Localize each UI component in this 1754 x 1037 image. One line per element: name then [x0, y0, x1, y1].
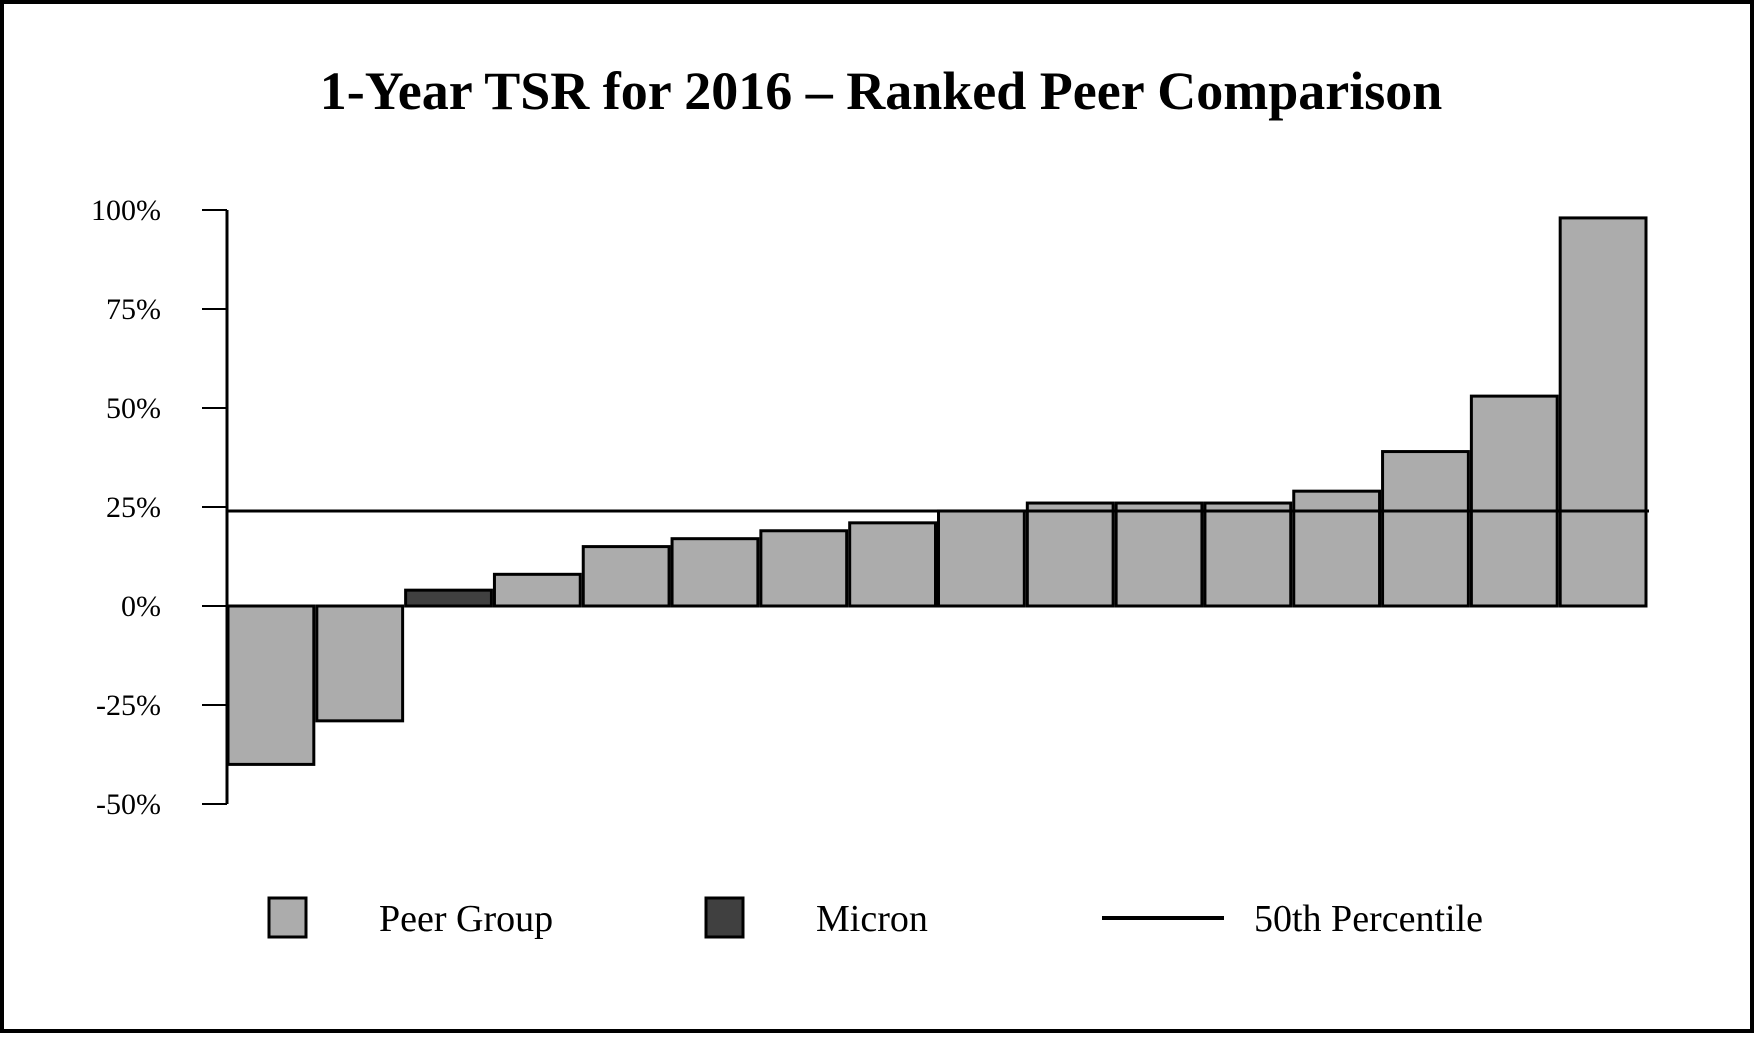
- y-tick-label: 25%: [106, 491, 161, 524]
- legend-label: Peer Group: [379, 898, 553, 940]
- bar-peer: [492, 572, 582, 608]
- bar-peer: [581, 545, 671, 608]
- bars: [226, 216, 1648, 766]
- bar-peer: [1381, 450, 1470, 608]
- bar-micron: [404, 588, 493, 608]
- bar-peer: [670, 537, 760, 608]
- bar-peer: [937, 509, 1026, 608]
- bar-peer: [226, 604, 316, 766]
- bar-peer: [759, 529, 849, 608]
- bar-peer: [1292, 489, 1382, 608]
- legend-swatch: [704, 896, 745, 939]
- y-tick-label: 100%: [91, 194, 161, 227]
- tsr-bar-chart: 1-Year TSR for 2016 – Ranked Peer Compar…: [91, 61, 1649, 940]
- legend-swatch: [267, 896, 308, 939]
- chart-title: 1-Year TSR for 2016 – Ranked Peer Compar…: [320, 61, 1443, 121]
- y-tick-label: 75%: [106, 293, 161, 326]
- bar-peer: [1203, 501, 1293, 608]
- y-tick-label: -50%: [96, 788, 161, 821]
- y-tick-label: 0%: [121, 590, 161, 623]
- bar-peer: [1469, 394, 1559, 608]
- y-tick-label: -25%: [96, 689, 161, 722]
- bar-peer: [315, 604, 405, 723]
- legend: Peer Group Micron 50th Percentile: [267, 896, 1483, 940]
- bar-peer: [1114, 501, 1204, 608]
- y-axis-ticks: 100% 75% 50% 25% 0% -25% -50%: [91, 194, 227, 821]
- bar-peer: [1025, 501, 1115, 608]
- legend-label: 50th Percentile: [1254, 898, 1483, 940]
- y-tick-label: 50%: [106, 392, 161, 425]
- bar-peer: [848, 521, 937, 608]
- bar-peer: [1558, 216, 1648, 608]
- legend-label: Micron: [816, 898, 928, 940]
